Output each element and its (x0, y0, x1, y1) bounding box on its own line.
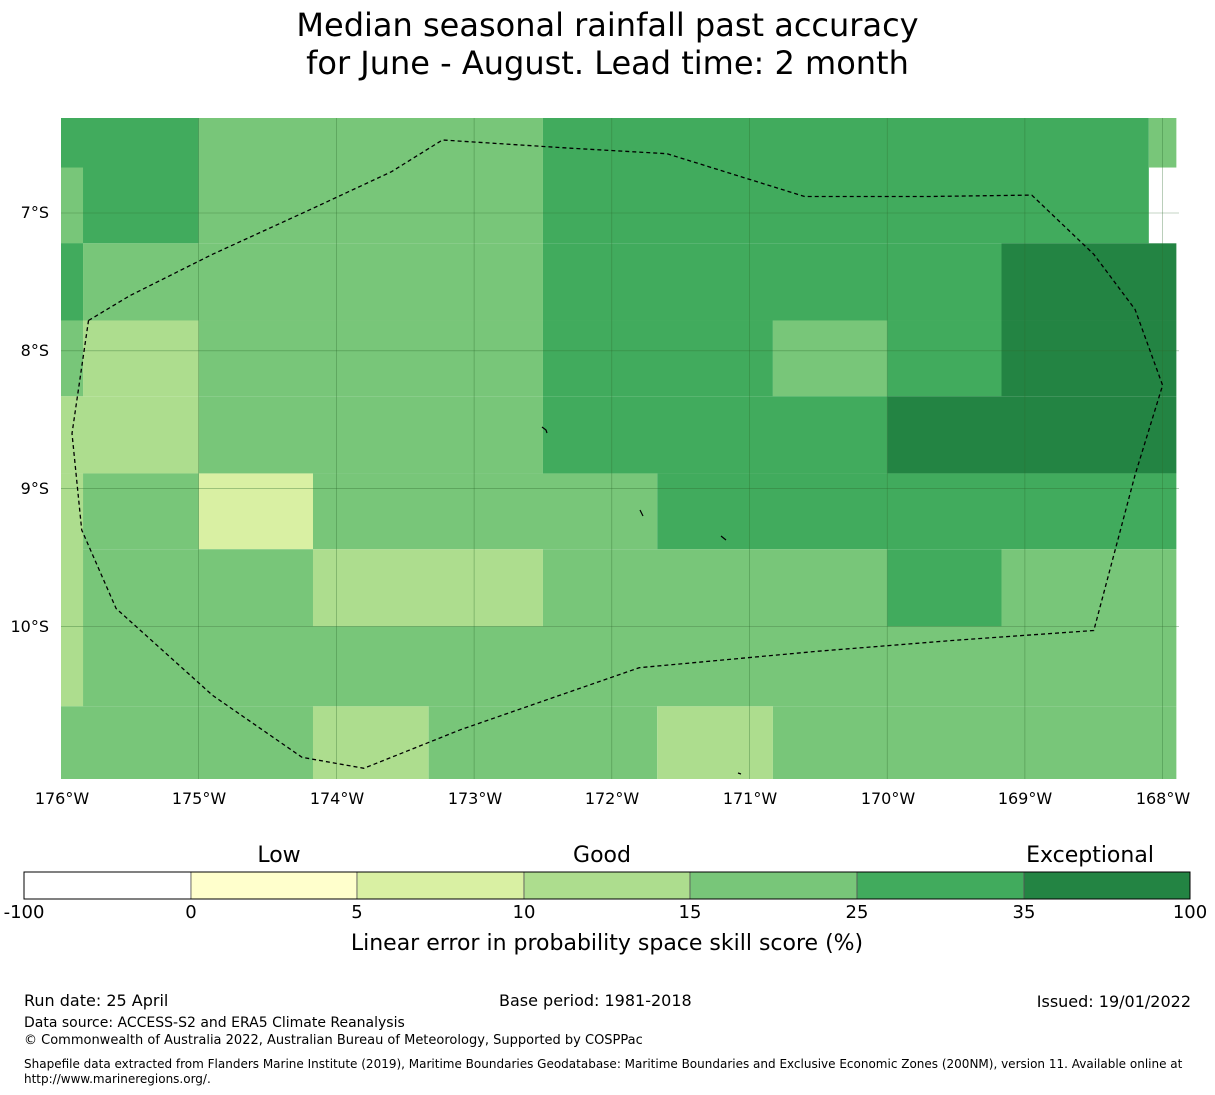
skill-cell (61, 396, 199, 474)
lon-label-175w: 175°W (171, 789, 227, 808)
skill-cell (61, 706, 313, 779)
skill-cell (772, 706, 1177, 779)
map-title: Median seasonal rainfall past accuracy f… (0, 6, 1215, 82)
skill-cell (312, 549, 543, 627)
skill-cell (83, 473, 199, 550)
colorbar-segment (856, 871, 1025, 900)
colorbar-tick: 5 (351, 902, 363, 923)
colorbar-segment (190, 871, 358, 900)
skill-cell (83, 626, 1177, 707)
skill-cell (1001, 320, 1177, 397)
copyright-notice: © Commonwealth of Australia 2022, Austra… (24, 1033, 643, 1048)
colorbar-word-low: Low (257, 843, 301, 868)
eez-boundary-line (71, 139, 1164, 769)
skill-cell (61, 118, 199, 244)
skill-cell (198, 473, 313, 550)
skill-cell (198, 396, 543, 474)
skill-cell (542, 549, 888, 627)
colorbar (23, 871, 1191, 900)
colorbar-tick: 10 (512, 902, 536, 923)
lon-label-173w: 173°W (447, 789, 503, 808)
title-line-2: for June - August. Lead time: 2 month (306, 44, 909, 82)
graticule-layer (61, 118, 1179, 779)
skill-cell (657, 706, 773, 779)
colorbar-segment (1023, 871, 1191, 900)
skill-cell (198, 320, 543, 397)
skill-cell (61, 243, 84, 321)
skill-cell (542, 320, 773, 397)
skill-cell (1001, 243, 1177, 321)
skill-cell (887, 396, 1177, 474)
skill-cell (83, 243, 543, 321)
lat-label-9s: 9°S (20, 479, 49, 498)
lon-label-169w: 169°W (997, 789, 1053, 808)
lon-label-172w: 172°W (584, 789, 640, 808)
skill-cells-layer (61, 118, 1177, 779)
colorbar-tick: 15 (678, 902, 702, 923)
island-mark (720, 535, 727, 541)
colorbar-tick: 25 (845, 902, 869, 923)
skill-cell (83, 320, 199, 397)
issued-date: Issued: 19/01/2022 (1036, 992, 1191, 1011)
skill-cell (887, 320, 1002, 397)
colorbar-tick: 0 (185, 902, 197, 923)
colorbar-label: Linear error in probability space skill … (350, 931, 864, 956)
base-period: Base period: 1981-2018 (499, 991, 692, 1010)
skill-cell (1001, 549, 1177, 627)
lon-label-168w: 168°W (1135, 789, 1191, 808)
skill-cell (542, 243, 1002, 321)
island-mark (639, 509, 644, 517)
colorbar-tick: 35 (1012, 902, 1036, 923)
lat-label-7s: 7°S (20, 203, 49, 222)
shapefile-credit-line-2: http://www.marineregions.org/. (24, 1072, 211, 1086)
lon-label-171w: 171°W (722, 789, 778, 808)
island-marks (541, 426, 742, 775)
run-date: Run date: 25 April (24, 991, 169, 1010)
lon-label-170w: 170°W (860, 789, 916, 808)
lon-label-176w: 176°W (34, 789, 90, 808)
skill-cell (772, 320, 888, 397)
skill-cell (61, 473, 84, 707)
lat-label-10s: 10°S (10, 617, 49, 636)
data-source: Data source: ACCESS-S2 and ERA5 Climate … (24, 1015, 405, 1031)
skill-cell (542, 118, 1149, 244)
title-line-1: Median seasonal rainfall past accuracy (296, 6, 919, 44)
skill-cell (312, 706, 429, 779)
lat-label-8s: 8°S (20, 341, 49, 360)
colorbar-tick: 100 (1172, 902, 1208, 923)
skill-cell (542, 396, 888, 474)
skill-cell (83, 549, 313, 627)
colorbar-segment (356, 871, 525, 900)
colorbar-tick: -100 (3, 902, 45, 923)
lon-label-174w: 174°W (309, 789, 365, 808)
skill-cell (61, 320, 84, 397)
island-mark (541, 426, 548, 434)
skill-cell (428, 706, 658, 779)
colorbar-word-exceptional: Exceptional (1026, 843, 1154, 868)
skill-cell (887, 549, 1002, 627)
colorbar-segment (23, 871, 192, 900)
skill-cell (312, 473, 658, 550)
skill-cell (61, 167, 84, 244)
colorbar-word-good: Good (573, 843, 631, 868)
island-mark (737, 772, 742, 775)
colorbar-segment (523, 871, 691, 900)
shapefile-credit-line-1: Shapefile data extracted from Flanders M… (24, 1057, 1183, 1071)
colorbar-frame (23, 871, 1191, 900)
skill-cell (657, 473, 1177, 550)
colorbar-segment (689, 871, 858, 900)
